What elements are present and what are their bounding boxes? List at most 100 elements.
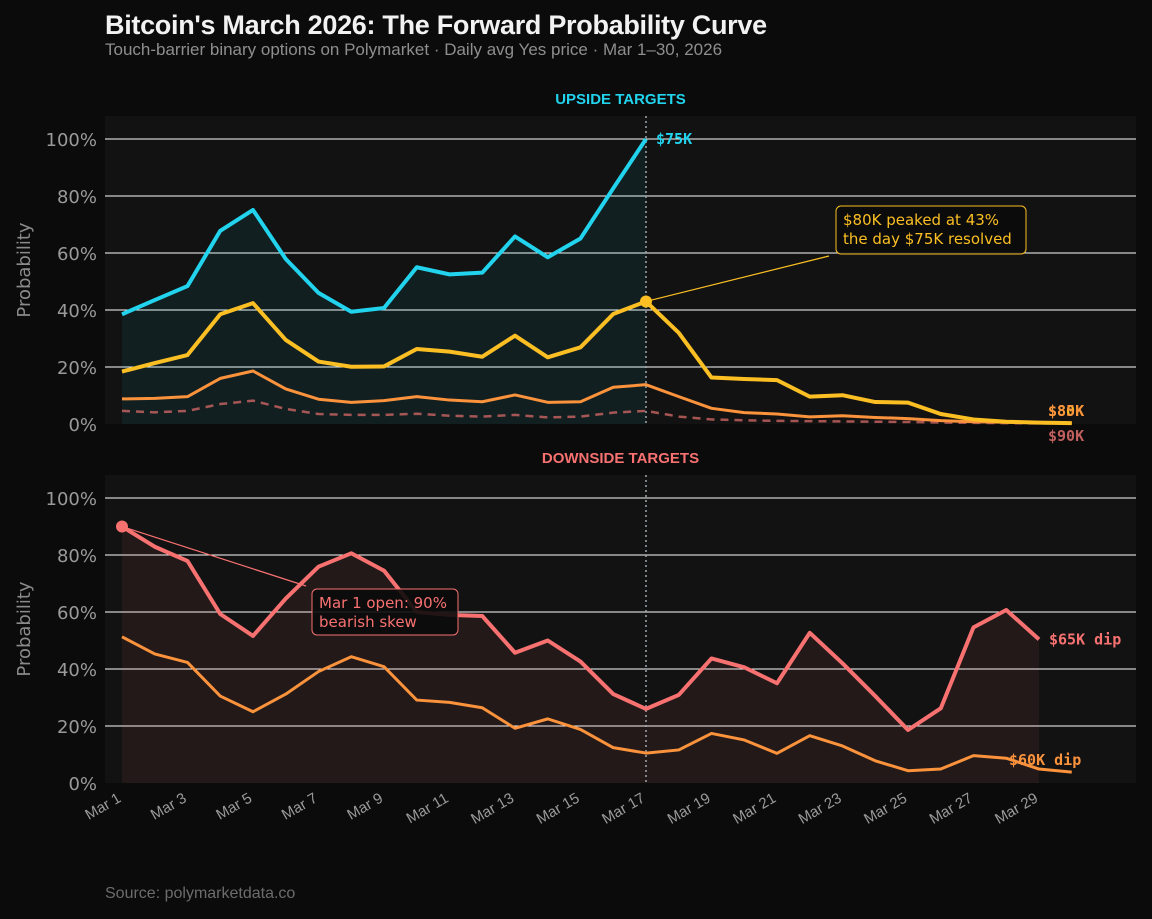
data-point	[153, 545, 157, 549]
data-point	[186, 284, 190, 288]
plot-background	[105, 116, 1136, 424]
data-point	[873, 415, 877, 419]
data-point	[873, 400, 877, 404]
end-label: $75K	[656, 130, 692, 148]
data-point	[742, 411, 746, 415]
data-point	[251, 208, 255, 212]
data-point	[186, 409, 190, 413]
data-point	[480, 355, 484, 359]
data-point	[120, 370, 124, 374]
data-point	[677, 748, 681, 752]
annotation-box	[835, 205, 1027, 255]
data-point	[153, 652, 157, 656]
data-point	[480, 271, 484, 275]
data-point	[939, 412, 943, 416]
x-tick-label: Mar 23	[796, 790, 845, 828]
data-point	[349, 310, 353, 314]
data-point	[251, 369, 255, 373]
data-point	[579, 415, 583, 419]
data-point	[775, 419, 779, 423]
data-point	[448, 272, 452, 276]
data-point	[120, 312, 124, 316]
x-tick-label: Mar 9	[344, 790, 386, 824]
data-point	[218, 229, 222, 233]
y-axis-label: Probability	[14, 581, 35, 676]
data-point	[775, 378, 779, 382]
y-axis-label: Probability	[14, 222, 35, 317]
x-tick-label: Mar 7	[279, 790, 321, 824]
data-point	[284, 407, 288, 411]
data-point	[611, 746, 615, 750]
data-point	[546, 415, 550, 419]
data-point	[349, 655, 353, 659]
upside-panel: UPSIDE TARGETS 0% 20% 40% 60% 80% 100% Probabil…	[14, 91, 1136, 445]
y-tick-label: 20%	[57, 717, 97, 738]
data-point	[349, 413, 353, 417]
data-point	[644, 751, 648, 755]
data-point	[382, 665, 386, 669]
data-point	[251, 301, 255, 305]
annotation-text: $80K peaked at 43%	[843, 211, 999, 229]
data-point	[415, 698, 419, 702]
data-point	[415, 347, 419, 351]
data-point	[546, 255, 550, 259]
data-point	[579, 400, 583, 404]
panel-title: DOWNSIDE TARGETS	[542, 450, 699, 467]
data-point	[873, 420, 877, 424]
data-point	[349, 551, 353, 555]
data-point	[775, 412, 779, 416]
data-point	[120, 635, 124, 639]
data-point	[218, 312, 222, 316]
data-point	[677, 693, 681, 697]
data-point	[742, 738, 746, 742]
data-point	[906, 769, 910, 773]
end-label: $65K dip	[1049, 630, 1121, 648]
x-tick-label: Mar 17	[599, 790, 648, 828]
data-point	[546, 717, 550, 721]
data-point	[415, 412, 419, 416]
data-point	[644, 137, 648, 141]
x-tick-label: Mar 21	[730, 790, 779, 828]
data-point	[808, 419, 812, 423]
data-point	[448, 350, 452, 354]
series-line--75k	[121, 137, 648, 317]
data-point	[251, 399, 255, 403]
data-point	[480, 614, 484, 618]
x-tick-label: Mar 15	[534, 790, 583, 828]
data-point	[611, 186, 615, 190]
data-point	[284, 597, 288, 601]
data-point	[284, 338, 288, 342]
data-point	[218, 612, 222, 616]
data-point	[317, 412, 321, 416]
y-tick-label: 60%	[57, 603, 97, 624]
data-point	[906, 420, 910, 424]
data-point	[513, 234, 517, 238]
data-point	[906, 728, 910, 732]
data-point	[710, 731, 714, 735]
data-point	[939, 767, 943, 771]
data-point	[873, 759, 877, 763]
data-point	[153, 361, 157, 365]
data-point	[611, 692, 615, 696]
x-tick-label: Mar 5	[213, 790, 255, 824]
data-point	[546, 400, 550, 404]
y-tick-label: 40%	[57, 660, 97, 681]
data-point	[775, 751, 779, 755]
data-point	[906, 417, 910, 421]
data-point	[415, 265, 419, 269]
data-point	[972, 625, 976, 629]
annotation-text: Mar 1 open: 90%	[319, 594, 447, 612]
data-point	[742, 377, 746, 381]
x-tick-label: Mar 3	[148, 790, 190, 824]
data-point	[218, 694, 222, 698]
data-point	[1004, 756, 1008, 760]
data-point	[808, 734, 812, 738]
data-point	[251, 634, 255, 638]
data-point	[677, 415, 681, 419]
data-point	[382, 364, 386, 368]
data-point	[284, 257, 288, 261]
data-point	[317, 291, 321, 295]
annotation-box	[311, 588, 459, 636]
data-point	[448, 414, 452, 418]
